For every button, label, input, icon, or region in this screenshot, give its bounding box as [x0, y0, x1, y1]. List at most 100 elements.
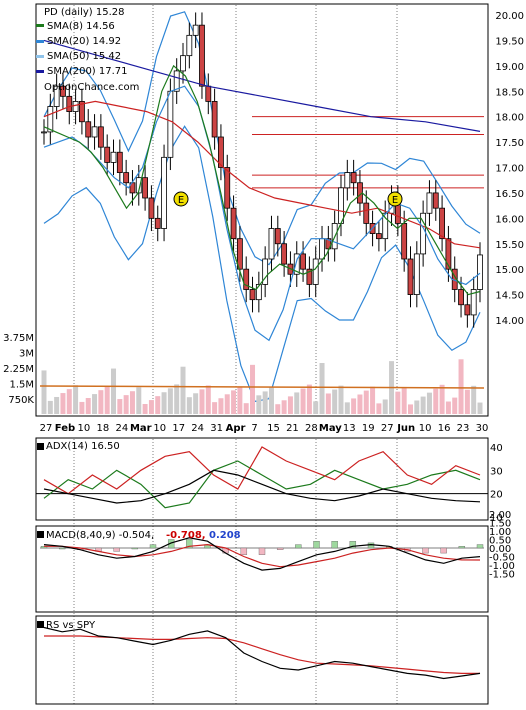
- candle-body-1: [47, 106, 54, 133]
- macd-tick-0: 2.00: [489, 510, 511, 521]
- macd-histogram-24: [476, 544, 484, 549]
- adx-main-line: [43, 469, 481, 504]
- vertical-gridlines: [73, 5, 398, 704]
- volume-bar-61: [426, 392, 432, 414]
- macd-histogram-22: [440, 547, 447, 554]
- adx-tick-0: 40: [490, 443, 503, 454]
- macd-tick-1: 1.50: [489, 519, 511, 530]
- candle-body-24: [192, 24, 199, 36]
- sma200-line: [43, 39, 481, 132]
- macd-label-group: MACD(8,40,9) -0.504, -0.708, 0.208: [37, 530, 241, 541]
- macd-signal-line: [44, 543, 481, 568]
- volume-bar-16: [142, 404, 148, 414]
- adx-lines: [36, 446, 488, 509]
- adx-label-swatch: [37, 443, 44, 450]
- candle-body-29: [224, 167, 231, 209]
- candle-body-64: [445, 238, 452, 270]
- candle-body-54: [382, 212, 389, 240]
- volume-bar-34: [256, 395, 262, 414]
- macd-histogram-11: [240, 547, 248, 555]
- rs-label: RS vs SPY: [46, 620, 96, 631]
- legend-sma50: SMA(50) 15.42: [47, 51, 121, 62]
- rs-label-swatch: [37, 621, 44, 628]
- volume-tick-1: 3M: [19, 349, 34, 360]
- candle-body-28: [218, 136, 224, 168]
- candle-body-20: [167, 90, 174, 158]
- axis-labels: 20.00 19.50 19.00 18.50 18.00 17.50 17.00 16.50…: [3, 11, 524, 581]
- candle-body-23: [186, 34, 193, 57]
- volume-bar-35: [262, 391, 268, 414]
- candle-body-19: [161, 156, 167, 229]
- volume-bar-15: [136, 387, 142, 414]
- date-label-21: 16: [438, 423, 451, 434]
- date-label-10: Apr: [226, 423, 246, 434]
- macd-histogram-1: [58, 547, 66, 550]
- volume-bar-28: [218, 398, 224, 414]
- volume-bar-65: [452, 397, 458, 414]
- date-label-13: 21: [286, 423, 299, 434]
- earnings-marker-1: [387, 191, 403, 207]
- candle-body-6: [79, 101, 85, 123]
- volume-bar-7: [85, 398, 91, 414]
- adx-tick-1: 30: [490, 466, 503, 477]
- macd-histogram-16: [331, 541, 338, 549]
- volume-bar-26: [205, 385, 211, 414]
- adx-pdi-line: [43, 460, 481, 509]
- volume-bar-47: [338, 385, 344, 414]
- price-tick-11: 14.50: [495, 291, 524, 302]
- candle-body-59: [413, 253, 420, 295]
- candle-body-49: [350, 172, 357, 184]
- macd-label: MACD(8,40,9) -0.504,: [46, 530, 154, 541]
- volume-average-line: [39, 385, 485, 389]
- volume-bar-0: [41, 370, 47, 414]
- candle-body-4: [66, 95, 73, 112]
- macd-tick-2: 1.00: [489, 527, 511, 538]
- candle-body-43: [312, 258, 319, 285]
- candle-body-47: [338, 187, 344, 224]
- volume-bar-21: [174, 384, 180, 414]
- candle-body-27: [211, 101, 218, 138]
- legend-sma200: SMA(200) 17.71: [47, 66, 128, 77]
- candle-body-30: [230, 207, 237, 240]
- volume-bar-60: [420, 396, 426, 414]
- candle-body-41: [300, 253, 306, 270]
- upper-band: [43, 11, 481, 266]
- candle-body-67: [464, 304, 471, 316]
- candle-body-5: [72, 101, 79, 112]
- price-tick-8: 16.00: [495, 214, 524, 225]
- candle-body-11: [110, 151, 117, 163]
- adx-tick-3: 10: [490, 513, 503, 524]
- date-label-11: 7: [251, 423, 257, 434]
- volume-bar-43: [313, 401, 319, 414]
- candle-body-0: [41, 131, 47, 134]
- candle-body-33: [249, 289, 256, 301]
- candle-body-37: [274, 228, 281, 245]
- volume-bar-5: [73, 385, 79, 414]
- volume-bar-52: [370, 386, 376, 414]
- volume-bar-53: [376, 403, 382, 414]
- volume-bar-13: [123, 395, 129, 414]
- legend: PD (daily) 15.28 SMA(8) 14.56 SMA(20) 14…: [36, 7, 139, 93]
- earnings-marker-0: [173, 191, 189, 207]
- candle-body-40: [293, 253, 300, 275]
- volume-bar-3: [60, 393, 66, 414]
- sma8-line: [43, 64, 481, 296]
- candle-body-3: [60, 85, 66, 97]
- volume-bar-48: [344, 402, 350, 414]
- candle-body-51: [363, 202, 370, 224]
- date-label-23: 30: [476, 423, 489, 434]
- date-label-19: Jun: [396, 423, 415, 434]
- volume-bars: [39, 359, 485, 414]
- macd-histogram-23: [458, 546, 466, 549]
- macd-tick-7: -1.50: [489, 570, 515, 581]
- candle-body-57: [401, 223, 408, 260]
- date-label-9: 31: [210, 423, 223, 434]
- volume-bar-1: [47, 400, 53, 414]
- candle-body-17: [148, 197, 155, 219]
- volume-bar-14: [129, 391, 135, 414]
- price-tick-12: 14.00: [495, 316, 524, 327]
- volume-bar-63: [439, 384, 445, 414]
- sma20-line: [43, 85, 481, 342]
- price-tick-1: 19.50: [495, 36, 524, 47]
- legend-swatch-sma50: [36, 55, 44, 58]
